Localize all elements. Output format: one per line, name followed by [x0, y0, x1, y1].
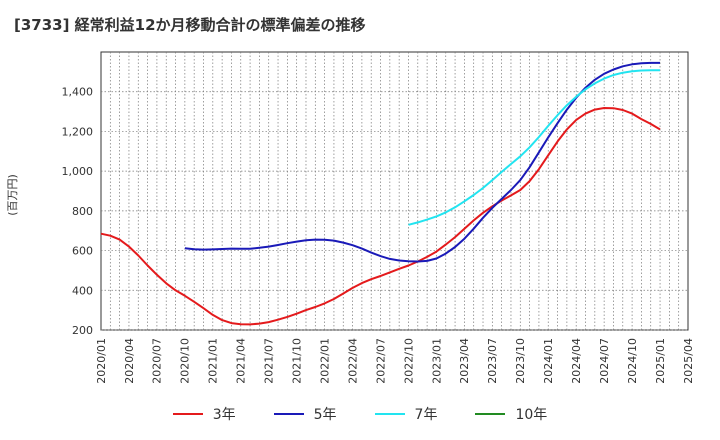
series-line-3: [408, 69, 660, 226]
x-tick-label: 2024/07: [598, 338, 611, 384]
y-tick-label: 1,000: [62, 165, 94, 178]
y-tick-label: 600: [72, 245, 93, 258]
x-tick-label: 2021/04: [235, 338, 248, 384]
y-tick-label: 1,200: [62, 125, 94, 138]
x-axis-ticks: 2020/01 2020/04 2020/07 2020/10 2021/01 2021/…: [95, 338, 695, 384]
series-line-1: [100, 107, 661, 326]
x-tick-label: 2024/10: [626, 338, 639, 384]
legend-item-3: 7年: [374, 404, 438, 424]
x-tick-label: 2022/07: [374, 338, 387, 384]
x-tick-label: 2025/01: [654, 338, 667, 384]
legend-label: 3年: [212, 407, 236, 423]
x-tick-label: 2020/01: [95, 338, 108, 384]
legend-label: 7年: [414, 407, 438, 423]
y-axis-label: (百万円): [6, 174, 19, 216]
chart-title: [3733] 経常利益12か月移動合計の標準偏差の推移: [14, 16, 366, 34]
x-tick-label: 2025/04: [682, 338, 695, 384]
plot-frame: [100, 51, 689, 331]
legend-swatch: [273, 413, 304, 415]
y-tick-label: 200: [72, 324, 93, 337]
x-tick-label: 2021/10: [291, 338, 304, 384]
legend-item-1: 3年: [172, 404, 236, 424]
x-tick-label: 2021/07: [263, 338, 276, 384]
x-tick-label: 2023/01: [430, 338, 443, 384]
legend-item-2: 5年: [273, 404, 337, 424]
y-tick-label: 1,400: [62, 86, 94, 99]
legend-label: 5年: [313, 407, 337, 423]
legend: 3年 5年 7年 10年: [0, 400, 720, 428]
legend-swatch: [475, 413, 506, 415]
x-tick-label: 2020/04: [123, 338, 136, 384]
x-tick-label: 2024/04: [570, 338, 583, 384]
x-tick-label: 2020/10: [179, 338, 192, 384]
grid: [100, 51, 689, 331]
x-tick-label: 2023/07: [486, 338, 499, 384]
x-tick-label: 2024/01: [542, 338, 555, 384]
x-tick-label: 2023/10: [514, 338, 527, 384]
x-tick-label: 2022/10: [402, 338, 415, 384]
y-axis-ticks: 200 400 600 800 1,000 1,200 1,400: [62, 86, 94, 337]
legend-label: 10年: [515, 407, 548, 423]
legend-swatch: [172, 413, 203, 415]
x-tick-label: 2022/04: [346, 338, 359, 384]
x-tick-label: 2020/07: [151, 338, 164, 384]
x-tick-label: 2021/01: [207, 338, 220, 384]
legend-swatch: [374, 413, 405, 415]
y-tick-label: 800: [72, 205, 93, 218]
legend-item-4: 10年: [475, 404, 547, 424]
x-tick-label: 2023/04: [458, 338, 471, 384]
series-lines: [100, 61, 661, 326]
x-tick-label: 2022/01: [318, 338, 331, 384]
y-tick-label: 400: [72, 284, 93, 297]
